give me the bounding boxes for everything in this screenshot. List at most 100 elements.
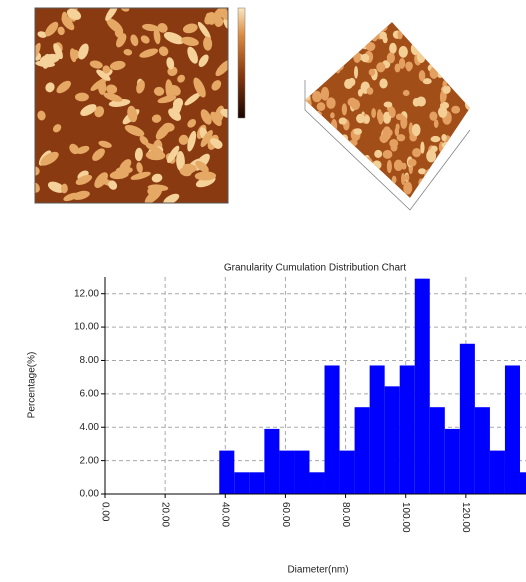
grain [346,50,356,58]
grain [320,86,330,101]
grain [305,123,308,132]
grain [61,11,69,25]
grain [437,192,446,198]
grain [305,31,308,38]
x-tick-label: 100.00 [400,502,411,533]
grain [145,143,164,155]
grain [444,42,455,53]
grain [384,184,393,198]
grain [96,69,111,81]
grain [136,162,143,174]
grain [457,49,467,60]
grain [386,159,392,174]
grain [305,134,309,145]
grain [376,62,386,73]
grain [401,162,407,170]
grain [187,46,198,64]
grain [134,147,143,162]
y-tick-label: 10.00 [74,322,99,333]
grain [439,90,445,104]
grain [115,166,133,175]
grain [163,193,180,203]
grain [158,46,169,56]
grain [391,175,397,184]
grain [402,89,410,97]
grain [418,178,425,187]
grain [349,30,354,42]
grain [335,64,341,74]
grain [444,50,453,62]
grain [448,142,457,150]
grain [314,22,320,33]
grain [463,172,470,185]
grain [386,52,395,64]
grain [182,23,198,34]
grain [379,134,389,143]
grain [312,54,322,64]
grain [316,102,326,112]
grain [368,68,376,76]
grain [184,92,201,106]
grain [69,48,77,63]
grain [337,58,345,71]
grain [102,65,111,74]
grain [333,154,338,162]
grain [463,165,470,178]
bar [324,365,340,494]
grain [424,169,434,181]
grain [407,158,417,167]
grain [342,22,352,33]
grain [57,26,65,36]
grain [35,60,56,68]
grain [108,180,118,190]
bar [444,428,460,494]
grain [411,123,421,137]
x-tick-label: 0.00 [99,502,110,522]
grain [390,143,398,152]
grain [463,50,470,65]
grain [443,172,453,181]
grain [176,150,185,172]
grain [382,149,393,159]
chart-title: Granularity Cumulation Distribution Char… [224,263,407,274]
grain [363,178,370,191]
grain [341,134,349,143]
y-tick-label: 0.00 [80,489,100,500]
bar [294,450,310,494]
grain [103,92,123,102]
grain [374,149,383,158]
grain [162,122,175,132]
grain [363,115,370,124]
grain [320,123,330,138]
grain [338,117,347,125]
grain [441,181,447,194]
grain [347,97,358,107]
grain [446,168,455,176]
grain [194,171,217,181]
grain [418,168,427,175]
grain [52,124,62,133]
grain [429,111,438,121]
grain [370,165,378,180]
grain [127,105,138,123]
grain [326,97,336,109]
grain [305,47,312,59]
grain [404,174,410,181]
grain [75,174,93,185]
grain [454,184,462,196]
grain [197,21,211,40]
grain [210,111,222,127]
bar [339,450,355,494]
grain [388,109,395,117]
grain [166,57,175,70]
grain [451,105,461,114]
grain [348,77,356,87]
bar [264,428,280,494]
grain [356,113,365,124]
x-tick-label: 60.00 [280,502,291,527]
grain [430,29,439,38]
grain [151,173,163,183]
grain [416,96,426,107]
grain [466,190,470,198]
grain [382,111,392,124]
